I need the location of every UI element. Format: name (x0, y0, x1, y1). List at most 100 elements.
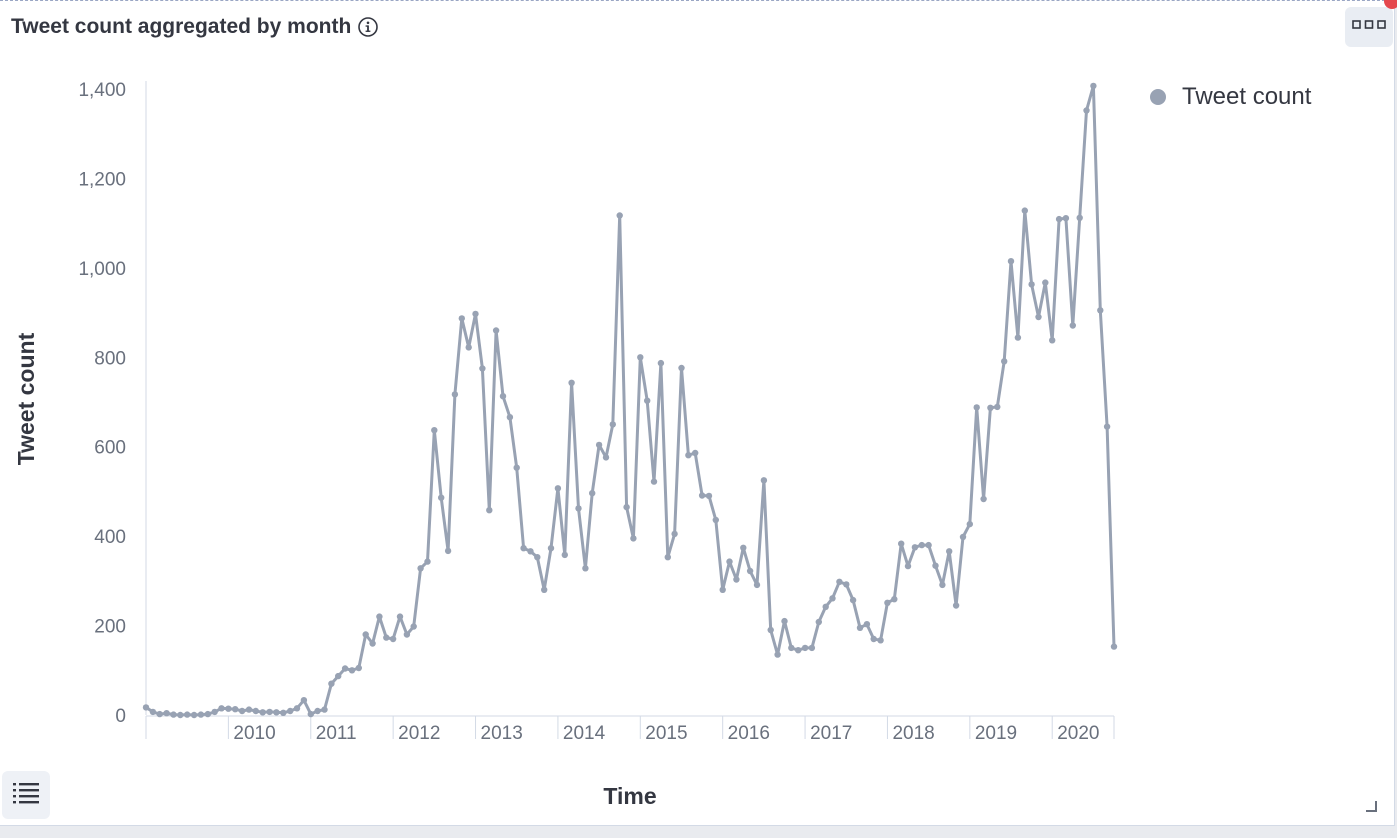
data-point[interactable] (589, 490, 596, 497)
data-point[interactable] (142, 704, 150, 711)
data-point[interactable] (939, 581, 946, 589)
data-point[interactable] (650, 478, 658, 485)
data-point[interactable] (925, 541, 932, 549)
data-point[interactable] (815, 618, 822, 626)
data-point[interactable] (1035, 313, 1042, 321)
data-point[interactable] (431, 427, 438, 434)
data-point[interactable] (1021, 207, 1028, 214)
data-point[interactable] (843, 581, 850, 588)
data-point[interactable] (918, 541, 925, 549)
data-point[interactable] (994, 403, 1001, 411)
data-point[interactable] (746, 567, 754, 575)
data-point[interactable] (856, 624, 864, 631)
data-point[interactable] (801, 644, 809, 652)
data-point[interactable] (170, 711, 177, 718)
data-point[interactable] (959, 533, 967, 541)
data-point[interactable] (1014, 334, 1022, 341)
data-point[interactable] (740, 544, 747, 551)
data-point[interactable] (657, 359, 665, 367)
data-point[interactable] (1007, 258, 1015, 265)
data-point[interactable] (609, 421, 616, 428)
data-point[interactable] (451, 391, 459, 398)
data-point[interactable] (1062, 215, 1070, 222)
data-point[interactable] (355, 664, 362, 672)
data-point[interactable] (300, 697, 308, 704)
data-point[interactable] (884, 599, 891, 606)
data-point[interactable] (891, 596, 898, 603)
data-point[interactable] (911, 544, 919, 551)
data-point[interactable] (472, 310, 479, 318)
data-point[interactable] (527, 548, 534, 555)
data-point[interactable] (753, 581, 761, 589)
data-point[interactable] (822, 603, 829, 610)
data-point[interactable] (156, 710, 163, 718)
data-point[interactable] (479, 365, 486, 372)
data-point[interactable] (575, 505, 582, 512)
data-point[interactable] (403, 631, 411, 638)
data-point[interactable] (554, 485, 562, 492)
data-point[interactable] (238, 707, 246, 715)
data-point[interactable] (987, 404, 994, 411)
data-point[interactable] (184, 711, 191, 718)
data-point[interactable] (1097, 307, 1104, 314)
data-point[interactable] (602, 454, 610, 461)
data-point[interactable] (836, 578, 843, 585)
data-point[interactable] (252, 707, 259, 715)
data-point[interactable] (513, 464, 520, 471)
data-point[interactable] (506, 414, 514, 421)
data-point[interactable] (774, 651, 781, 658)
data-point[interactable] (273, 709, 280, 716)
data-point[interactable] (877, 637, 884, 644)
data-point[interactable] (1042, 279, 1049, 286)
data-point[interactable] (630, 535, 637, 542)
data-point[interactable] (870, 635, 877, 643)
data-point[interactable] (321, 706, 328, 713)
data-point[interactable] (712, 516, 719, 524)
data-point[interactable] (1001, 358, 1008, 365)
data-point[interactable] (637, 354, 644, 361)
data-point[interactable] (458, 315, 465, 322)
data-point[interactable] (293, 705, 301, 712)
resize-corner-icon[interactable] (1364, 799, 1378, 813)
data-point[interactable] (541, 586, 548, 593)
data-point[interactable] (664, 554, 671, 561)
data-point[interactable] (616, 212, 623, 219)
data-point[interactable] (808, 644, 816, 652)
data-point[interactable] (465, 344, 472, 351)
data-point[interactable] (259, 709, 266, 716)
info-circle-icon[interactable] (357, 16, 379, 38)
data-point[interactable] (932, 562, 939, 569)
data-point[interactable] (904, 562, 912, 570)
data-point[interactable] (348, 667, 356, 674)
data-point[interactable] (225, 705, 232, 712)
data-point[interactable] (726, 558, 733, 565)
data-point[interactable] (328, 680, 335, 687)
data-point[interactable] (1028, 281, 1035, 288)
data-point[interactable] (424, 558, 431, 565)
data-point[interactable] (973, 404, 980, 411)
data-point[interactable] (1069, 322, 1077, 329)
data-point[interactable] (980, 495, 987, 503)
data-point[interactable] (499, 393, 507, 400)
data-point[interactable] (245, 706, 253, 713)
data-point[interactable] (705, 492, 713, 500)
data-point[interactable] (760, 477, 768, 484)
data-point[interactable] (561, 551, 568, 559)
data-point[interactable] (678, 364, 685, 372)
data-point[interactable] (266, 708, 273, 716)
data-point[interactable] (595, 441, 603, 449)
data-point[interactable] (534, 554, 541, 561)
data-point[interactable] (547, 545, 555, 552)
data-point[interactable] (218, 705, 225, 712)
data-point[interactable] (849, 596, 857, 604)
data-point[interactable] (383, 634, 390, 641)
data-point[interactable] (644, 397, 651, 404)
data-point[interactable] (1110, 643, 1118, 650)
data-point[interactable] (314, 707, 321, 715)
data-point[interactable] (520, 545, 527, 552)
data-point[interactable] (946, 548, 953, 555)
data-point[interactable] (341, 665, 349, 672)
data-point[interactable] (369, 640, 376, 647)
data-point[interactable] (582, 565, 589, 572)
data-point[interactable] (733, 576, 740, 583)
